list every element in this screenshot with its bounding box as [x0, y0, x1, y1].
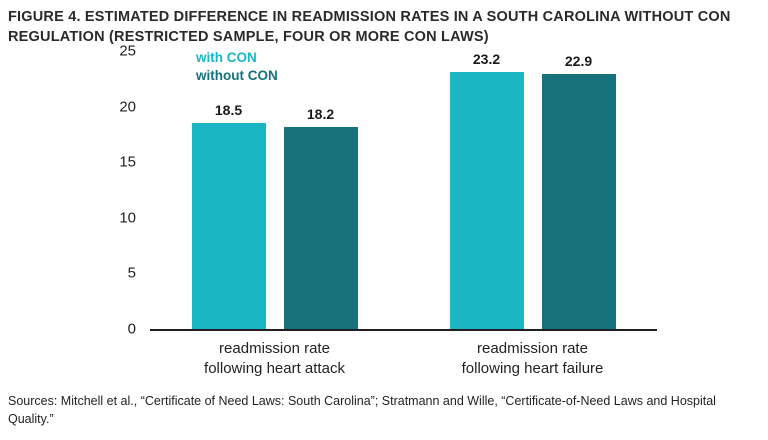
y-axis-tick: 5 — [127, 264, 136, 282]
bars-area: 18.5 18.2 23.2 22.9 — [150, 51, 657, 331]
y-axis: 0 5 10 15 20 25 — [103, 43, 150, 338]
source-note: Sources: Mitchell et al., “Certificate o… — [8, 393, 716, 426]
y-axis-tick: 0 — [127, 320, 136, 338]
x-axis-category-label: readmission rate following heart failure — [461, 340, 604, 378]
bar — [283, 126, 358, 329]
y-axis-tick: 20 — [119, 98, 136, 116]
y-axis-tick: 10 — [119, 209, 136, 227]
bar-column: 23.2 — [449, 51, 524, 329]
y-axis-tick: 15 — [119, 153, 136, 171]
bar — [191, 123, 266, 329]
bar-column: 18.5 — [191, 51, 266, 329]
x-axis-labels: readmission rate following heart attack r… — [150, 339, 657, 380]
bar — [541, 74, 616, 329]
bar-value-label: 18.5 — [214, 102, 243, 119]
bar-column: 22.9 — [541, 51, 616, 329]
x-axis-category-label: readmission rate following heart attack — [204, 340, 345, 378]
bar-group: 18.5 18.2 — [191, 51, 358, 329]
bar-column: 18.2 — [283, 51, 358, 329]
chart-area: 0 5 10 15 20 25 with CON without CON 18.5 18.2 2… — [0, 43, 768, 380]
legend-item: with CON — [196, 50, 257, 65]
y-axis-tick: 25 — [119, 42, 136, 60]
bar — [449, 72, 524, 329]
bar-group: 23.2 22.9 — [449, 51, 616, 329]
bar-value-label: 23.2 — [472, 51, 501, 67]
bar-value-label: 18.2 — [306, 105, 335, 122]
plot-area: with CON without CON 18.5 18.2 23.2 22.9 rea… — [150, 49, 657, 380]
legend-item: without CON — [196, 68, 278, 84]
bar-value-label: 22.9 — [564, 53, 593, 70]
legend: with CON without CON — [196, 49, 278, 85]
figure-title: FIGURE 4. ESTIMATED DIFFERENCE IN READMI… — [8, 9, 731, 45]
